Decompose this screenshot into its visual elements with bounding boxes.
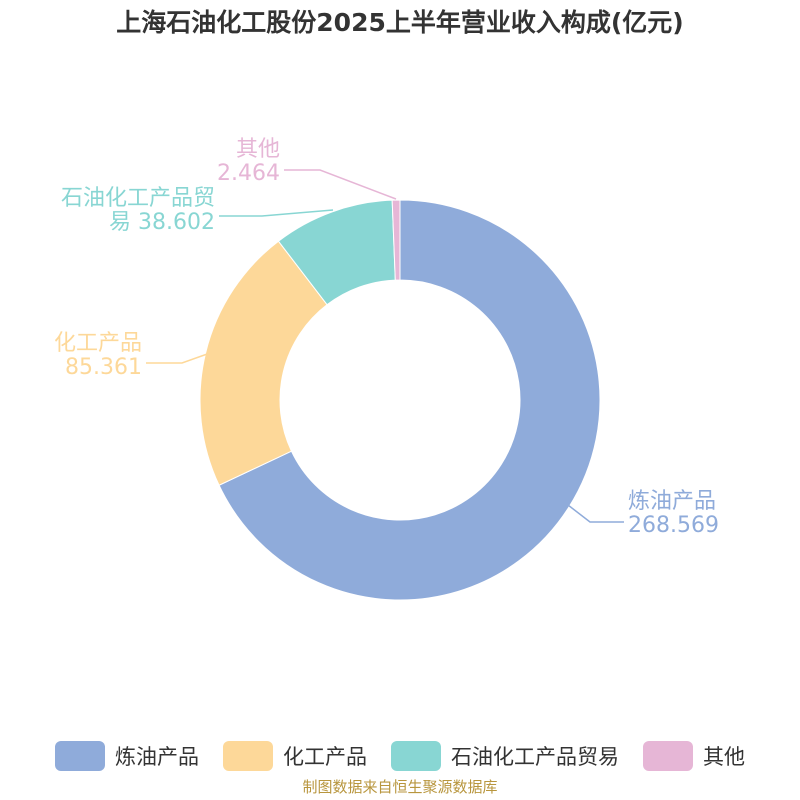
legend-item[interactable]: 炼油产品	[55, 741, 199, 771]
legend-swatch	[55, 741, 105, 771]
slice-value: 2.464	[217, 161, 280, 186]
slice-value: 268.569	[628, 513, 719, 538]
leader-line	[284, 169, 397, 200]
slice-label: 化工产品 85.361	[54, 331, 142, 380]
slice-name: 炼油产品	[628, 489, 716, 514]
donut-slice	[218, 199, 601, 601]
source-note: 制图数据来自恒生聚源数据库	[302, 778, 498, 796]
legend-label: 炼油产品	[115, 745, 199, 769]
legend-swatch	[391, 741, 441, 771]
slice-value: 易 38.602	[109, 210, 215, 235]
legend-item[interactable]: 化工产品	[223, 741, 367, 771]
slice-value: 85.361	[65, 355, 142, 380]
slice-name: 其他	[236, 137, 280, 162]
leader-line	[219, 209, 334, 217]
leader-line	[567, 504, 624, 523]
leader-line	[146, 352, 211, 364]
legend-label: 石油化工产品贸易	[451, 745, 619, 769]
slice-label: 炼油产品 268.569	[628, 489, 719, 538]
legend-swatch	[643, 741, 693, 771]
slice-label: 石油化工产品贸易 38.602	[61, 186, 215, 235]
slice-name: 石油化工产品贸	[61, 186, 215, 211]
chart-title: 上海石油化工股份2025上半年营业收入构成(亿元)	[116, 8, 684, 37]
slice-name: 化工产品	[54, 331, 142, 356]
donut-slice	[391, 199, 401, 281]
legend-label: 其他	[703, 745, 745, 769]
legend: 炼油产品 化工产品 石油化工产品贸易 其他	[0, 738, 800, 774]
legend-swatch	[223, 741, 273, 771]
donut-slice	[199, 240, 328, 486]
slice-label: 其他 2.464	[217, 137, 280, 186]
legend-label: 化工产品	[283, 745, 367, 769]
legend-item[interactable]: 石油化工产品贸易	[391, 741, 619, 771]
legend-item[interactable]: 其他	[643, 741, 745, 771]
